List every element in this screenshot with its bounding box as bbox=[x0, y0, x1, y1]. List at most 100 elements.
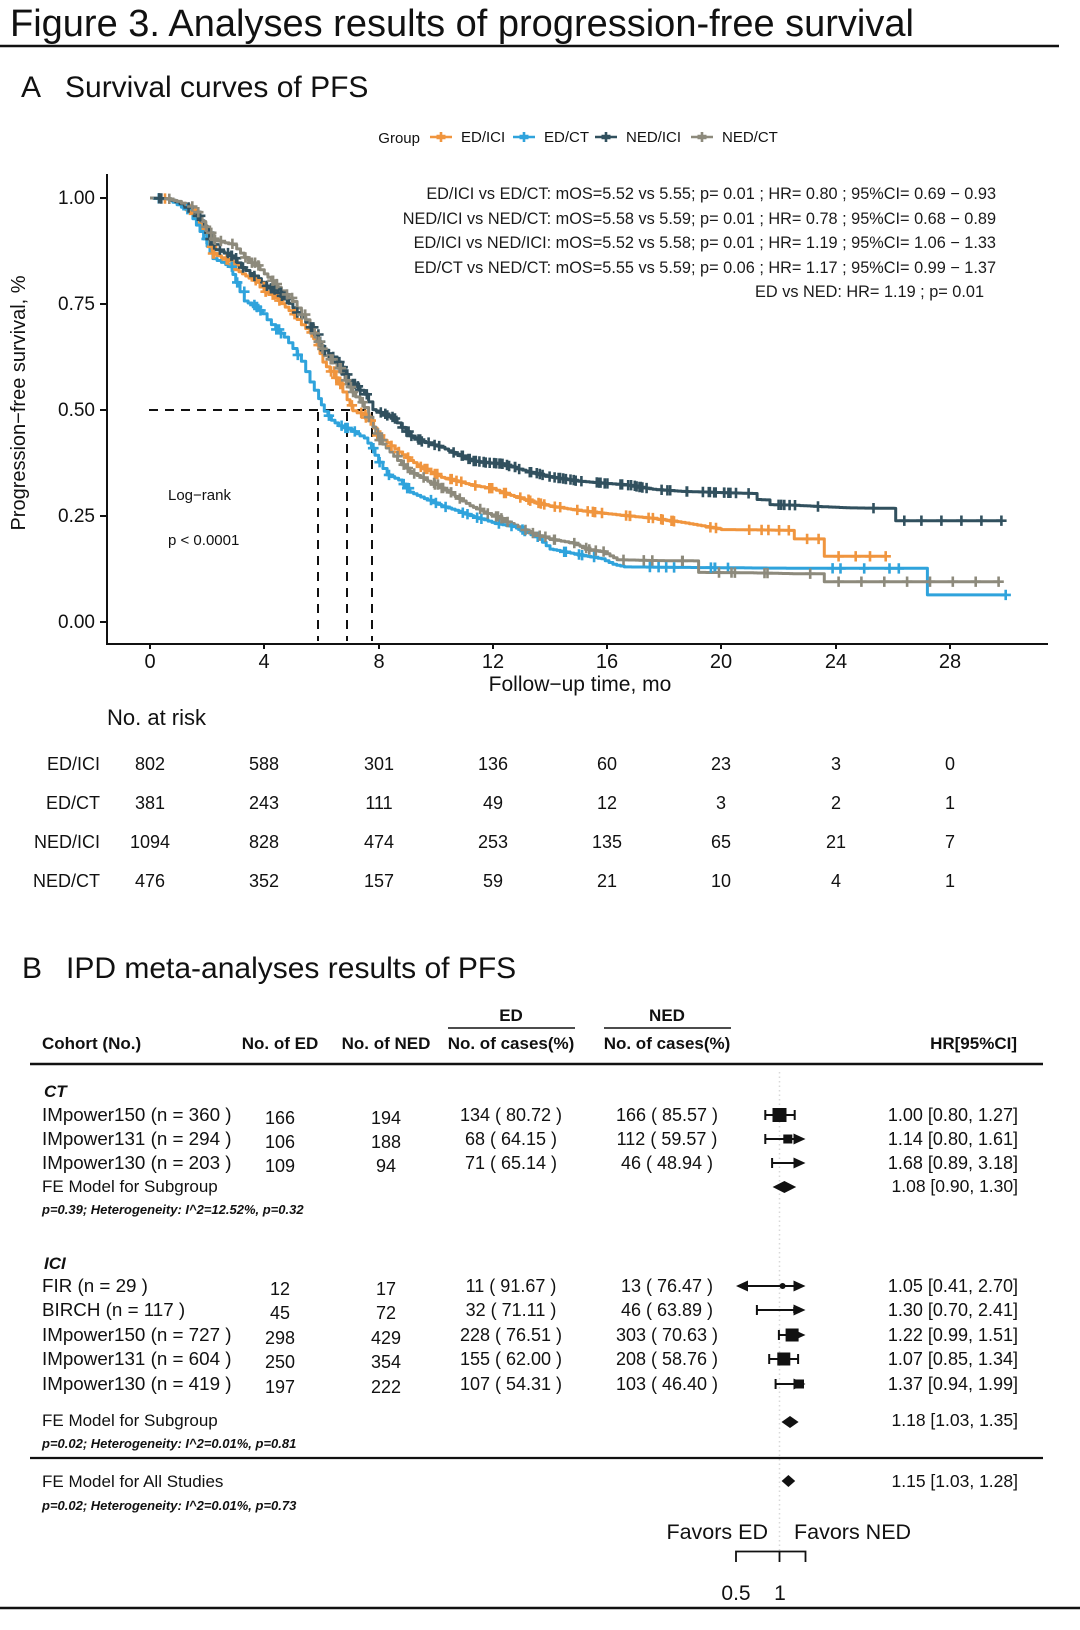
svg-text:HR[95%CI]: HR[95%CI] bbox=[930, 1034, 1017, 1053]
svg-text:0.00: 0.00 bbox=[58, 612, 95, 633]
svg-text:FE Model for All Studies: FE Model for All Studies bbox=[42, 1472, 223, 1491]
svg-text:Log−rank: Log−rank bbox=[168, 487, 231, 504]
svg-text:3: 3 bbox=[716, 793, 726, 813]
svg-text:p < 0.0001: p < 0.0001 bbox=[168, 532, 239, 549]
svg-text:106: 106 bbox=[265, 1132, 295, 1152]
svg-text:ED/CT: ED/CT bbox=[544, 129, 589, 146]
svg-text:21: 21 bbox=[826, 832, 846, 852]
svg-text:NED/ICI: NED/ICI bbox=[34, 832, 100, 852]
svg-text:1.68 [0.89, 3.18]: 1.68 [0.89, 3.18] bbox=[888, 1153, 1018, 1173]
svg-text:1.00 [0.80, 1.27]: 1.00 [0.80, 1.27] bbox=[888, 1105, 1018, 1125]
svg-text:FE Model for Subgroup: FE Model for Subgroup bbox=[42, 1411, 218, 1430]
svg-text:2: 2 bbox=[831, 793, 841, 813]
svg-text:A: A bbox=[21, 71, 41, 104]
svg-text:16: 16 bbox=[596, 651, 618, 673]
svg-text:136: 136 bbox=[478, 754, 508, 774]
svg-text:Favors ED: Favors ED bbox=[666, 1520, 768, 1544]
svg-text:BIRCH (n = 117 ): BIRCH (n = 117 ) bbox=[42, 1299, 185, 1320]
svg-text:ED/ICI: ED/ICI bbox=[461, 129, 505, 146]
svg-text:166: 166 bbox=[265, 1108, 295, 1128]
svg-text:FIR (n = 29 ): FIR (n = 29 ) bbox=[42, 1275, 148, 1296]
svg-text:1.07 [0.85, 1.34]: 1.07 [0.85, 1.34] bbox=[888, 1349, 1018, 1369]
svg-text:0.25: 0.25 bbox=[58, 506, 95, 527]
svg-text:NED/ICI: NED/ICI bbox=[626, 129, 681, 146]
svg-text:Follow−up time, mo: Follow−up time, mo bbox=[489, 673, 672, 696]
svg-text:p=0.39; Heterogeneity: I^2=12.: p=0.39; Heterogeneity: I^2=12.52%, p=0.3… bbox=[41, 1202, 304, 1217]
svg-text:IMpower150 (n = 360 ): IMpower150 (n = 360 ) bbox=[42, 1104, 231, 1125]
svg-text:23: 23 bbox=[711, 754, 731, 774]
svg-text:155 ( 62.00 ): 155 ( 62.00 ) bbox=[460, 1349, 562, 1369]
svg-text:12: 12 bbox=[270, 1279, 290, 1299]
svg-text:228 ( 76.51 ): 228 ( 76.51 ) bbox=[460, 1325, 562, 1345]
svg-text:12: 12 bbox=[482, 651, 504, 673]
svg-text:194: 194 bbox=[371, 1108, 401, 1128]
svg-text:135: 135 bbox=[592, 832, 622, 852]
svg-text:FE Model for Subgroup: FE Model for Subgroup bbox=[42, 1177, 218, 1196]
svg-text:222: 222 bbox=[371, 1377, 401, 1397]
svg-text:NED/CT: NED/CT bbox=[33, 871, 100, 891]
svg-text:No. of NED: No. of NED bbox=[342, 1034, 431, 1053]
svg-text:68 ( 64.15 ): 68 ( 64.15 ) bbox=[465, 1129, 557, 1149]
svg-text:1.30 [0.70, 2.41]: 1.30 [0.70, 2.41] bbox=[888, 1300, 1018, 1320]
svg-text:49: 49 bbox=[483, 793, 503, 813]
svg-text:354: 354 bbox=[371, 1352, 401, 1372]
svg-text:1.14 [0.80, 1.61]: 1.14 [0.80, 1.61] bbox=[888, 1129, 1018, 1149]
svg-text:588: 588 bbox=[249, 754, 279, 774]
svg-text:109: 109 bbox=[265, 1156, 295, 1176]
svg-text:46 ( 48.94 ): 46 ( 48.94 ) bbox=[621, 1153, 713, 1173]
svg-text:Group: Group bbox=[378, 130, 420, 147]
svg-text:No. at risk: No. at risk bbox=[107, 705, 207, 730]
svg-text:ED/CT vs NED/CT: mOS=5.55 vs 5: ED/CT vs NED/CT: mOS=5.55 vs 5.59; p= 0.… bbox=[414, 259, 996, 277]
svg-text:381: 381 bbox=[135, 793, 165, 813]
svg-text:1.37 [0.94, 1.99]: 1.37 [0.94, 1.99] bbox=[888, 1374, 1018, 1394]
svg-text:243: 243 bbox=[249, 793, 279, 813]
svg-text:1.22 [0.99, 1.51]: 1.22 [0.99, 1.51] bbox=[888, 1325, 1018, 1345]
svg-text:1.08 [0.90, 1.30]: 1.08 [0.90, 1.30] bbox=[892, 1176, 1019, 1196]
svg-text:59: 59 bbox=[483, 871, 503, 891]
svg-text:298: 298 bbox=[265, 1328, 295, 1348]
svg-text:Progression−free survival, %: Progression−free survival, % bbox=[8, 275, 30, 530]
svg-text:94: 94 bbox=[376, 1156, 396, 1176]
svg-text:188: 188 bbox=[371, 1132, 401, 1152]
svg-text:10: 10 bbox=[711, 871, 731, 891]
svg-text:NED/ICI vs NED/CT: mOS=5.58 vs: NED/ICI vs NED/CT: mOS=5.58 vs 5.59; p= … bbox=[403, 210, 996, 228]
svg-text:4: 4 bbox=[831, 871, 841, 891]
svg-text:IMpower131 (n = 294 ): IMpower131 (n = 294 ) bbox=[42, 1128, 231, 1149]
svg-text:NED: NED bbox=[649, 1006, 685, 1025]
svg-text:32 ( 71.11 ): 32 ( 71.11 ) bbox=[466, 1300, 557, 1320]
svg-text:0: 0 bbox=[945, 754, 955, 774]
svg-text:474: 474 bbox=[364, 832, 394, 852]
svg-text:1.00: 1.00 bbox=[58, 188, 95, 209]
svg-text:B: B bbox=[22, 952, 42, 985]
svg-text:429: 429 bbox=[371, 1328, 401, 1348]
svg-text:250: 250 bbox=[265, 1352, 295, 1372]
svg-text:No. of cases(%): No. of cases(%) bbox=[448, 1034, 575, 1053]
svg-text:828: 828 bbox=[249, 832, 279, 852]
svg-text:301: 301 bbox=[364, 754, 394, 774]
svg-text:ICI: ICI bbox=[44, 1254, 67, 1273]
svg-text:ED/CT: ED/CT bbox=[46, 793, 100, 813]
svg-text:197: 197 bbox=[265, 1377, 295, 1397]
svg-text:65: 65 bbox=[711, 832, 731, 852]
svg-text:1.18 [1.03, 1.35]: 1.18 [1.03, 1.35] bbox=[892, 1410, 1019, 1430]
svg-text:45: 45 bbox=[270, 1303, 290, 1323]
svg-text:21: 21 bbox=[597, 871, 617, 891]
svg-text:1.05 [0.41, 2.70]: 1.05 [0.41, 2.70] bbox=[888, 1276, 1018, 1296]
svg-text:IMpower130 (n = 419 ): IMpower130 (n = 419 ) bbox=[42, 1373, 231, 1394]
svg-text:CT: CT bbox=[44, 1082, 68, 1101]
svg-text:3: 3 bbox=[831, 754, 841, 774]
svg-text:1: 1 bbox=[774, 1582, 786, 1605]
svg-text:ED/ICI vs NED/ICI: mOS=5.52 vs: ED/ICI vs NED/ICI: mOS=5.52 vs 5.58; p= … bbox=[414, 234, 996, 252]
svg-text:802: 802 bbox=[135, 754, 165, 774]
svg-text:Favors NED: Favors NED bbox=[794, 1520, 911, 1544]
svg-text:Survival curves of PFS: Survival curves of PFS bbox=[65, 71, 368, 104]
svg-text:No. of cases(%): No. of cases(%) bbox=[604, 1034, 731, 1053]
svg-text:IPD meta-analyses results of P: IPD meta-analyses results of PFS bbox=[66, 952, 516, 985]
svg-text:4: 4 bbox=[258, 651, 269, 673]
svg-text:12: 12 bbox=[597, 793, 617, 813]
svg-text:107 ( 54.31 ): 107 ( 54.31 ) bbox=[460, 1374, 562, 1394]
svg-text:Cohort (No.): Cohort (No.) bbox=[42, 1034, 141, 1053]
svg-text:46 ( 63.89 ): 46 ( 63.89 ) bbox=[621, 1300, 713, 1320]
svg-text:103 ( 46.40 ): 103 ( 46.40 ) bbox=[616, 1374, 718, 1394]
svg-text:IMpower130 (n = 203 ): IMpower130 (n = 203 ) bbox=[42, 1152, 231, 1173]
